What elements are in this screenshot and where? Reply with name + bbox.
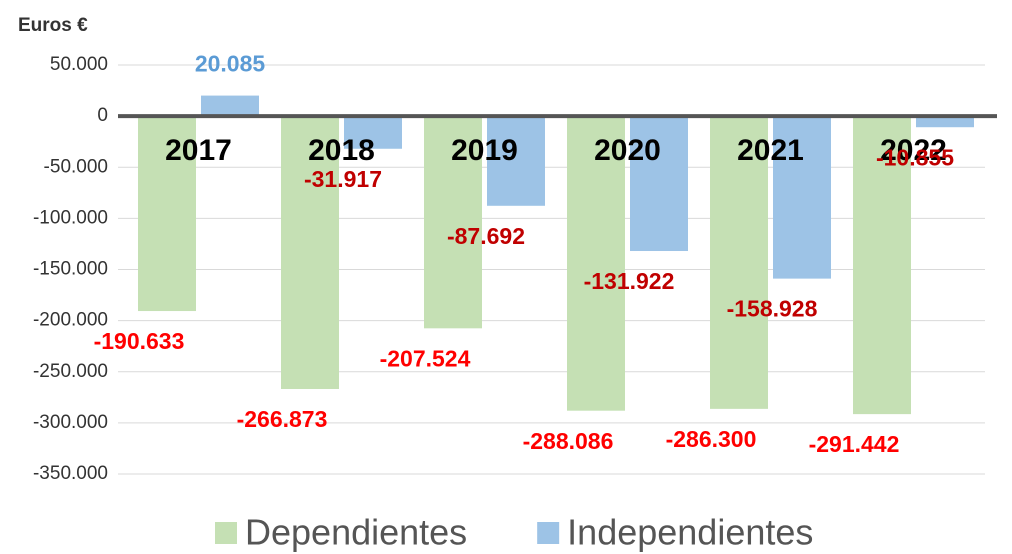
legend-label: Dependientes [245, 512, 467, 553]
legend-swatch [537, 522, 560, 544]
category-label: 2021 [737, 134, 804, 167]
value-label: -291.442 [809, 431, 900, 457]
value-label: -10.855 [876, 144, 954, 170]
value-label: -131.922 [584, 268, 675, 294]
category-label: 2019 [451, 134, 518, 167]
value-label: -207.524 [380, 345, 471, 371]
value-label: -31.917 [304, 166, 382, 192]
y-tick-label: -300.000 [33, 412, 108, 433]
y-tick-label: -150.000 [33, 259, 108, 280]
value-label: -286.300 [666, 426, 757, 452]
bar [710, 116, 768, 409]
value-label: -158.928 [727, 296, 818, 322]
category-label: 2020 [594, 134, 661, 167]
bar [138, 116, 196, 312]
category-label: 2022 [880, 134, 947, 167]
value-label: -266.873 [237, 406, 328, 432]
legend-label: Independientes [567, 512, 813, 553]
y-tick-label: 0 [97, 105, 108, 126]
bar [487, 116, 545, 206]
category-label: 2017 [165, 134, 232, 167]
value-label: -87.692 [447, 223, 525, 249]
bar [630, 116, 688, 252]
y-tick-label: -250.000 [33, 361, 108, 382]
bar [201, 95, 259, 117]
y-tick-label: -350.000 [33, 463, 108, 484]
value-label: 20.085 [195, 51, 266, 77]
y-tick-label: 50.000 [50, 54, 108, 75]
bar [424, 116, 482, 329]
y-tick-label: -100.000 [33, 207, 108, 228]
y-tick-label: -200.000 [33, 310, 108, 331]
bar [773, 116, 831, 279]
y-tick-label: -50.000 [44, 156, 108, 177]
bar [853, 116, 911, 415]
category-label: 2018 [308, 134, 375, 167]
bar [281, 116, 339, 390]
bar [916, 116, 974, 128]
bar [344, 116, 402, 149]
value-label: -190.633 [94, 328, 185, 354]
y-axis-label: Euros € [18, 15, 88, 36]
legend-swatch [215, 522, 237, 544]
value-label: -288.086 [523, 428, 614, 454]
bar [567, 116, 625, 411]
